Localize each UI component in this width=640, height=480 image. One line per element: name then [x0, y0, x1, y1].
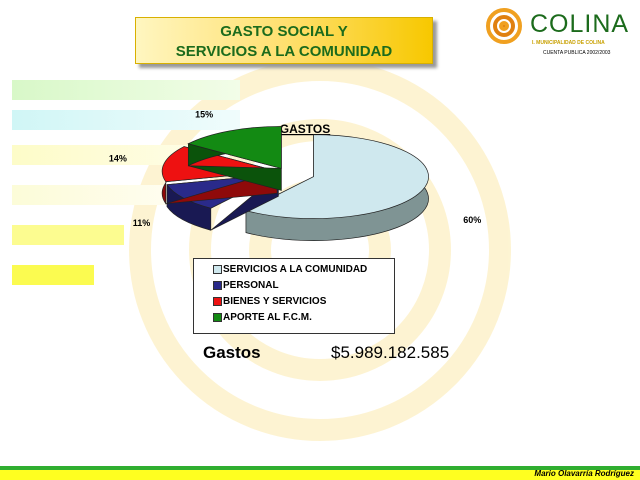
legend-swatch — [213, 297, 222, 306]
logo-caption: CUENTA PUBLICA 2002/2003 — [543, 50, 611, 56]
legend-label: APORTE AL F.C.M. — [223, 312, 312, 323]
legend-swatch — [213, 281, 222, 290]
pie-slice-top — [187, 126, 282, 169]
author-name: Mario Olavarría Rodríguez — [534, 469, 634, 478]
pie-slice-top — [244, 134, 429, 219]
title-line-2: SERVICIOS A LA COMUNIDAD — [175, 43, 393, 60]
footer-stripe-green — [0, 466, 640, 470]
footer-stripe-yellow — [0, 470, 640, 480]
legend-swatch — [213, 313, 222, 322]
pie-slice-aporte — [187, 126, 282, 191]
chart-legend: SERVICIOS A LA COMUNIDAD PERSONAL BIENES… — [193, 258, 395, 334]
decor-bar-1 — [12, 80, 240, 100]
data-label-personal: 11% — [133, 218, 151, 228]
page-title: GASTO SOCIAL Y SERVICIOS A LA COMUNIDAD — [135, 17, 433, 64]
logo-subtitle: I. MUNICIPALIDAD DE COLINA — [532, 40, 605, 46]
data-label-aporte: 15% — [195, 110, 213, 120]
legend-label: PERSONAL — [223, 280, 279, 291]
pie-slice-servicios — [244, 134, 429, 241]
chart-title: GASTOS — [280, 122, 330, 136]
legend-item-aporte: APORTE AL F.C.M. — [213, 312, 312, 323]
legend-label: BIENES Y SERVICIOS — [223, 296, 327, 307]
legend-item-servicios: SERVICIOS A LA COMUNIDAD — [213, 264, 367, 275]
data-label-servicios: 60% — [463, 215, 481, 225]
decor-bar-3 — [12, 145, 212, 165]
legend-item-personal: PERSONAL — [213, 280, 279, 291]
data-label-bienes: 14% — [109, 153, 127, 163]
decor-bar-5 — [12, 225, 124, 245]
decor-bar-2 — [12, 110, 240, 130]
decor-bar-6 — [12, 265, 94, 285]
colina-logo-icon — [486, 8, 522, 44]
legend-label: SERVICIOS A LA COMUNIDAD — [223, 264, 368, 275]
legend-item-bienes: BIENES Y SERVICIOS — [213, 296, 326, 307]
logo-name: COLINA — [530, 10, 630, 38]
legend-swatch — [213, 265, 222, 274]
gastos-label: Gastos — [203, 343, 261, 362]
decor-bar-4 — [12, 185, 172, 205]
title-line-1: GASTO SOCIAL Y — [220, 23, 348, 40]
gastos-value: $5.989.182.585 — [331, 343, 450, 362]
